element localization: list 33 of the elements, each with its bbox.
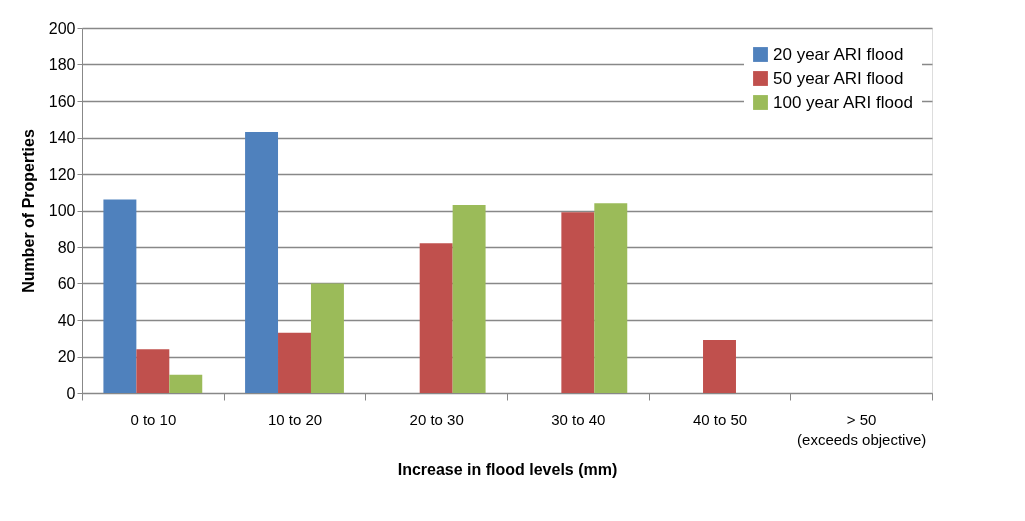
y-tick-label: 40 xyxy=(57,311,76,329)
y-tick-label: 200 xyxy=(48,19,76,37)
x-tick-label: 30 to 40 xyxy=(551,410,606,428)
x-axis-title: Increase in flood levels (mm) xyxy=(397,460,618,478)
x-tick-label: > 50 (exceeds objective) xyxy=(797,410,927,448)
bar xyxy=(136,349,170,393)
y-tick-label: 120 xyxy=(48,165,76,183)
y-tick-label: 100 xyxy=(48,202,76,219)
y-tick-label: 60 xyxy=(57,275,76,292)
x-tick-label: 20 to 30 xyxy=(409,410,464,428)
bar xyxy=(103,199,137,393)
y-tick-label: 0 xyxy=(66,384,76,402)
legend-label: 20 year ARI flood xyxy=(773,44,904,64)
bar xyxy=(452,205,486,393)
y-tick-label: 80 xyxy=(57,238,76,256)
bar xyxy=(561,212,595,393)
legend-label: 50 year ARI flood xyxy=(773,68,904,88)
x-tick-label: 0 to 10 xyxy=(130,410,177,428)
y-axis-title: Number of Properties xyxy=(19,129,37,293)
x-tick-label: 40 to 50 xyxy=(692,410,748,428)
bar xyxy=(245,132,279,393)
bar xyxy=(278,332,311,393)
y-tick-label: 160 xyxy=(48,92,76,110)
bar xyxy=(419,243,453,393)
bar xyxy=(594,203,628,393)
x-tick-label: 10 to 20 xyxy=(267,410,323,428)
bar xyxy=(310,283,344,393)
bar xyxy=(169,374,203,393)
bar xyxy=(703,340,736,393)
y-tick-label: 140 xyxy=(48,129,76,146)
legend-label: 100 year ARI flood xyxy=(773,92,913,112)
y-tick-label: 20 xyxy=(57,348,76,365)
y-tick-label: 180 xyxy=(48,56,76,73)
